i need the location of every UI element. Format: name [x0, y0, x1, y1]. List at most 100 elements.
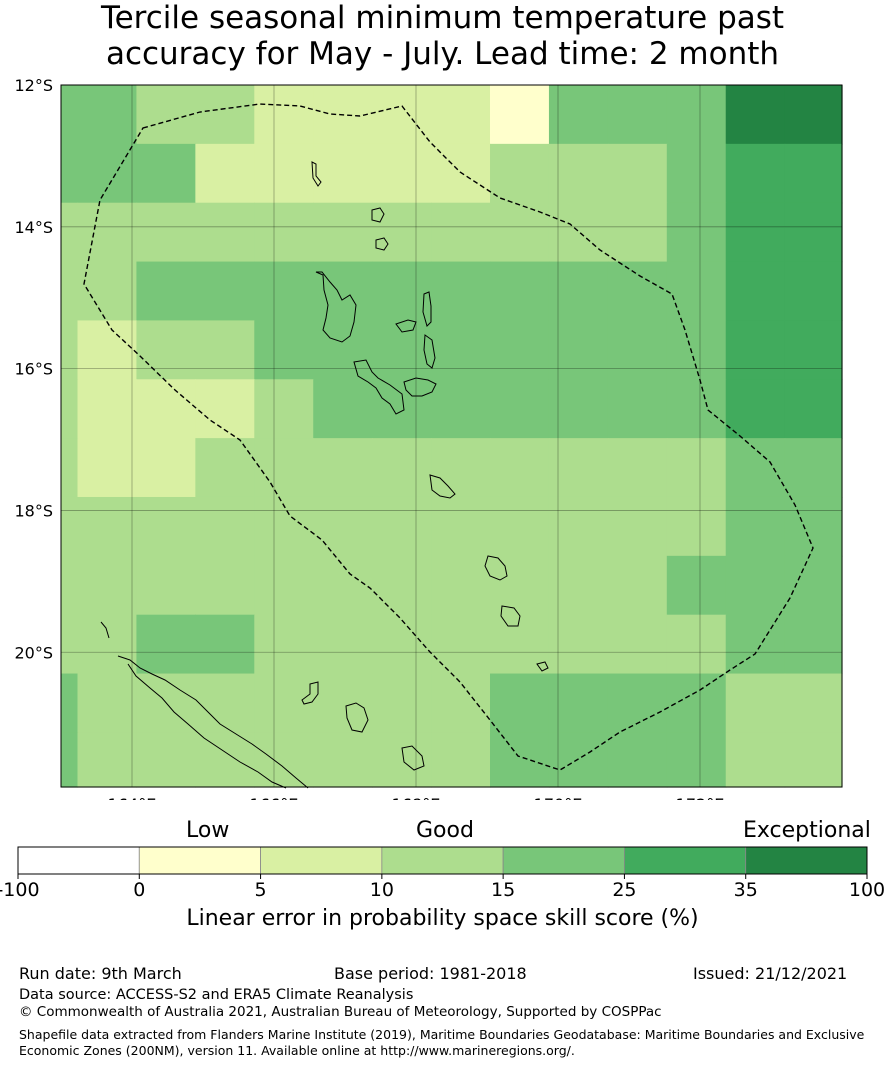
latitude-label: 18°S [14, 501, 53, 520]
grid-cell [77, 614, 138, 675]
grid-cell [136, 614, 196, 675]
longitude-label: 168°E [392, 795, 441, 800]
grid-cell [372, 438, 432, 498]
grid-cell [372, 732, 432, 788]
grid-cell [548, 320, 609, 380]
grid-cell [725, 202, 786, 263]
island-torres [311, 161, 322, 187]
longitude-label: 172°E [676, 795, 725, 800]
grid-cell [607, 732, 668, 788]
grid-cell [195, 732, 255, 788]
grid-cell [548, 555, 609, 616]
grid-cell [136, 379, 196, 439]
grid-cell [431, 732, 491, 788]
island-loyalty-1 [345, 702, 369, 733]
grid-cell [725, 85, 786, 145]
grid-cell [195, 202, 255, 263]
colorbar-border [17, 846, 868, 875]
issued-date: Issued: 21/12/2021 [693, 964, 848, 983]
colorbar-swatch [138, 846, 261, 875]
island-new-caledonia [100, 621, 309, 789]
grid-cell [77, 732, 138, 788]
longitude-label: 164°E [108, 795, 157, 800]
grid-cell [666, 555, 727, 616]
map-title-line-2: accuracy for May - July. Lead time: 2 mo… [105, 36, 780, 72]
grid-cell [313, 143, 373, 204]
grid-cell [61, 85, 79, 145]
colorbar-ticks: -100 0 5 10 15 25 35 100 [0, 874, 885, 901]
grid-cell [313, 261, 373, 322]
grid-cell [490, 438, 550, 498]
grid-cell [195, 143, 255, 204]
grid-cell [607, 438, 668, 498]
grid-cell [372, 673, 432, 733]
grid-cell [61, 614, 79, 675]
grid-cell [607, 614, 668, 675]
latitude-label: 14°S [14, 218, 53, 237]
grid-cell [313, 614, 373, 675]
grid-cell [77, 555, 138, 616]
longitude-labels: 164°E 166°E 168°E 170°E 172°E [108, 795, 725, 800]
island-erromango [484, 555, 508, 581]
island-maewo [403, 377, 437, 397]
colorbar-tick-label: 10 [370, 879, 394, 901]
grid-cell [313, 673, 373, 733]
run-date: Run date: 9th March [19, 964, 182, 983]
grid-cell [195, 555, 255, 616]
grid-cell [784, 438, 843, 498]
grid-cell [77, 202, 138, 263]
longitude-label: 170°E [534, 795, 583, 800]
map-frame [60, 84, 843, 788]
grid-cell [313, 555, 373, 616]
data-source: Data source: ACCESS-S2 and ERA5 Climate … [19, 987, 414, 1003]
latitude-label: 20°S [14, 643, 53, 662]
grid-cell [725, 673, 786, 733]
grid-cell [77, 85, 138, 145]
grid-cell [77, 379, 138, 439]
colorbar-swatch [17, 846, 140, 875]
grid-cell [61, 379, 79, 439]
grid-cell [254, 732, 314, 788]
skill-score-map: 12°S 14°S 16°S 18°S 20°S 164°E 166°E 168°E 170°… [14, 76, 843, 800]
grid-cell [61, 438, 79, 498]
colorbar-swatch [260, 846, 383, 875]
grid-cell [254, 202, 314, 263]
grid-cell [548, 673, 609, 733]
colorbar-swatch [745, 846, 868, 875]
grid-cell [548, 614, 609, 675]
grid-cell [136, 496, 196, 557]
grid-cell [725, 261, 786, 322]
grid-cell [431, 320, 491, 380]
colorbar-tick-label: 15 [491, 879, 515, 901]
grid-cell [490, 673, 550, 733]
colorbar-label: Linear error in probability space skill … [186, 906, 699, 931]
grid-cell [77, 438, 138, 498]
map-title-line-1: Tercile seasonal minimum temperature pas… [100, 0, 785, 36]
grid-cell [372, 202, 432, 263]
grid-cell [254, 261, 314, 322]
grid-cell [431, 85, 491, 145]
grid-cell [136, 202, 196, 263]
grid-cell [431, 261, 491, 322]
island-ambae [423, 334, 436, 369]
grid-cell [607, 555, 668, 616]
island-aneityum [536, 661, 549, 672]
grid-cell [548, 143, 609, 204]
grid-cell [725, 143, 786, 204]
grid-cell [313, 438, 373, 498]
colorbar-tick-label: 5 [255, 879, 267, 901]
grid-cell [490, 614, 550, 675]
grid-cell [372, 261, 432, 322]
grid-cell [490, 379, 550, 439]
latitude-label: 16°S [14, 360, 53, 379]
grid-cell [607, 143, 668, 204]
colorbar: -100 0 5 10 15 25 35 100 [0, 846, 885, 901]
colorbar-tick-label: 100 [849, 879, 885, 901]
grid-cell [548, 379, 609, 439]
colorbar-swatches [17, 846, 868, 875]
grid-cell [666, 673, 727, 733]
shapefile-credit-line-2: Economic Zones (200NM), version 11. Avai… [19, 1043, 575, 1058]
grid-cell [784, 673, 843, 733]
grid-cell [254, 379, 314, 439]
grid-cell [372, 496, 432, 557]
